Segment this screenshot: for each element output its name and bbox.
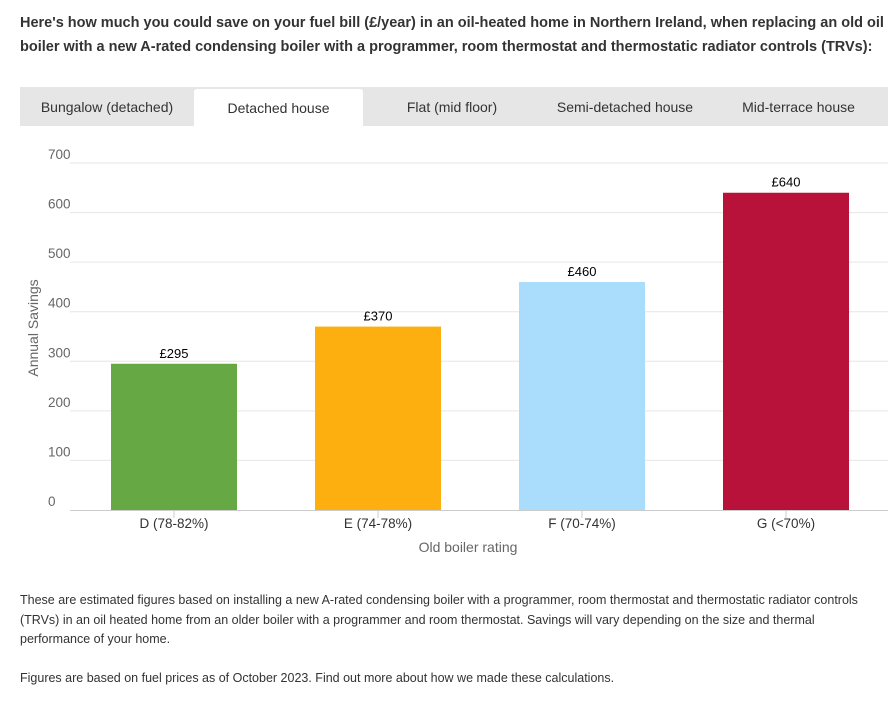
house-type-tabs: Bungalow (detached) Detached house Flat …	[20, 87, 888, 126]
chart-bars: £295 £370 £460 £640	[111, 175, 849, 510]
y-tick-label: 600	[48, 197, 71, 212]
data-label: £370	[364, 309, 393, 324]
y-tick-label: 100	[48, 444, 71, 459]
intro-text: Here's how much you could save on your f…	[20, 15, 884, 55]
data-label: £640	[772, 175, 801, 190]
bar[interactable]	[723, 192, 849, 510]
bar[interactable]	[111, 363, 237, 510]
y-tick-label: 300	[48, 345, 71, 360]
x-tick-label: F (70-74%)	[548, 516, 616, 531]
y-tick-label: 200	[48, 395, 71, 410]
x-axis-label: Old boiler rating	[419, 539, 518, 555]
data-label: £460	[568, 264, 597, 279]
bar[interactable]	[315, 326, 441, 510]
y-axis: 0 100 200 300 400 500 600 700	[48, 147, 71, 509]
x-tick-label: E (74-78%)	[344, 516, 412, 531]
y-tick-label: 500	[48, 246, 71, 261]
y-tick-label: 400	[48, 296, 71, 311]
y-axis-label: Annual Savings	[25, 279, 41, 376]
y-tick-label: 0	[48, 494, 56, 509]
x-tick-label: G (<70%)	[757, 516, 815, 531]
tab-flat-mid-floor[interactable]: Flat (mid floor)	[406, 98, 498, 115]
x-tick-label: D (78-82%)	[139, 516, 208, 531]
fuel-prices-note: Figures are based on fuel prices as of O…	[20, 671, 615, 685]
tab-bungalow-detached[interactable]: Bungalow (detached)	[40, 98, 174, 115]
x-axis: D (78-82%) E (74-78%) F (70-74%) G (<70%)	[70, 510, 888, 531]
estimate-note: These are estimated figures based on ins…	[20, 593, 858, 646]
data-label: £295	[160, 346, 189, 361]
tab-detached-house[interactable]: Detached house	[194, 89, 363, 126]
y-tick-label: 700	[48, 147, 71, 162]
tab-mid-terrace-house[interactable]: Mid-terrace house	[742, 98, 855, 115]
bar[interactable]	[519, 281, 645, 510]
tab-semi-detached-house[interactable]: Semi-detached house	[556, 98, 694, 115]
